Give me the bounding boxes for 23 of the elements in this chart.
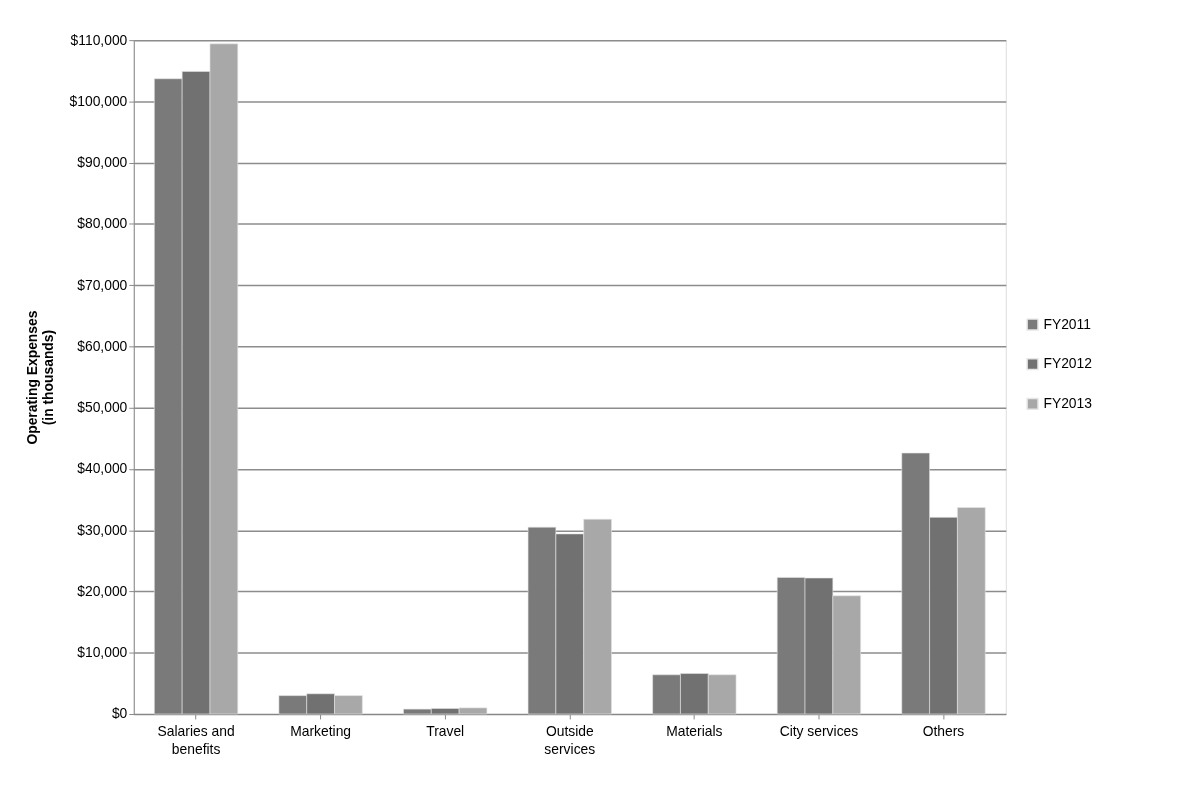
y-tick-label: $10,000 [77, 644, 128, 661]
y-tick-label: $70,000 [77, 276, 128, 293]
y-tick-label: $40,000 [77, 460, 128, 477]
x-tick-label: City services [779, 723, 859, 740]
x-tick-label: Materials [666, 723, 723, 740]
legend-label: FY2011 [1043, 315, 1092, 332]
y-tick-label: $30,000 [77, 521, 128, 538]
y-tick-label: $0 [111, 705, 128, 722]
y-axis-title: Operating Expenses (in thousands) [23, 310, 56, 445]
legend-label: FY2013 [1043, 394, 1093, 411]
x-tick-label: Others [922, 723, 965, 740]
y-tick-label: $80,000 [77, 215, 128, 232]
y-tick-label: $60,000 [77, 337, 128, 354]
y-tick-label: $50,000 [77, 399, 128, 416]
y-tick-label: $110,000 [70, 31, 128, 48]
y-tick-label: $90,000 [77, 154, 128, 171]
y-tick-label: $100,000 [69, 92, 128, 109]
x-tick-label: Marketing [290, 723, 352, 740]
x-tick-label: Outside services [544, 723, 596, 758]
legend-label: FY2012 [1043, 355, 1093, 372]
x-tick-label: Salaries and benefits [157, 723, 235, 758]
y-tick-label: $20,000 [77, 582, 128, 599]
x-tick-label: Travel [426, 723, 465, 740]
